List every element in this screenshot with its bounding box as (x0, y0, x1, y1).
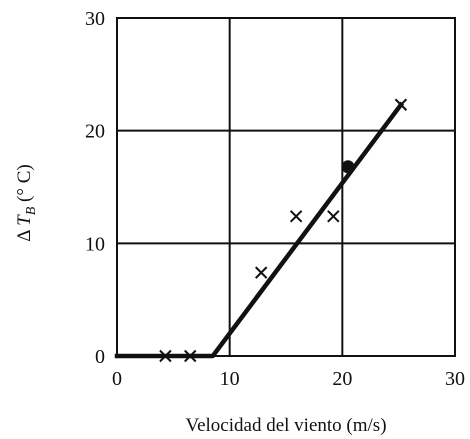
y-axis-title-prefix: Δ (14, 226, 35, 242)
x-axis-title: Velocidad del viento (m/s) (185, 415, 386, 436)
fit-line (114, 101, 405, 359)
plot-frame (116, 17, 456, 357)
y-axis-title-suffix: (° C) (14, 164, 35, 206)
x-tick-label-2: 20 (332, 368, 352, 390)
tick-labels: 0 10 20 30 0 10 20 30 (85, 8, 465, 390)
y-axis-title: Δ TB (° C) (14, 164, 39, 242)
dot-marker-0 (341, 160, 355, 174)
cross-marker-5 (394, 98, 408, 111)
cross-marker-3 (289, 210, 303, 223)
x-tick-label-0: 0 (112, 368, 122, 390)
y-tick-label-2: 20 (85, 121, 105, 143)
cross-marker-4 (327, 210, 340, 223)
data-points (159, 98, 408, 363)
x-tick-label-1: 10 (220, 368, 240, 390)
y-axis-title-var: T (14, 214, 35, 226)
y-tick-label-0: 0 (95, 346, 105, 368)
y-tick-label-1: 10 (85, 233, 105, 255)
x-tick-label-3: 30 (445, 368, 465, 390)
fit-line-group (114, 101, 405, 359)
grid (116, 17, 456, 357)
y-tick-label-3: 30 (85, 8, 105, 30)
y-axis-title-subscript: B (24, 206, 39, 215)
cross-marker-2 (255, 266, 268, 279)
